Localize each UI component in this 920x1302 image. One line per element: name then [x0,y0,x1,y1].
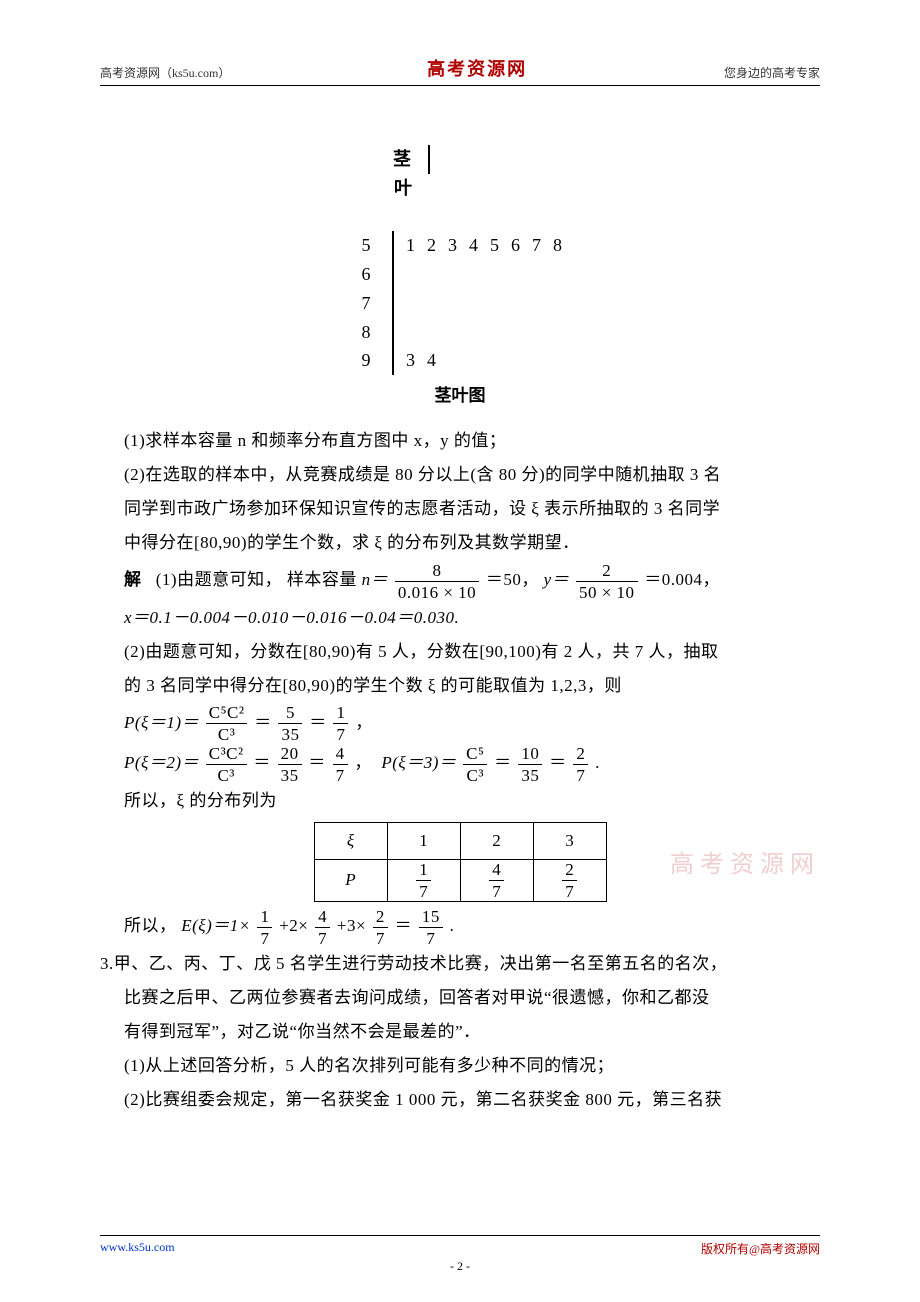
leaf-5: 12345678 [394,231,574,260]
stemleaf-caption: 茎叶图 [100,381,820,406]
q3-line2: 比赛之后甲、乙两位参赛者去询问成绩，回答者对甲说“很遗憾，你和乙都没 [100,981,820,1015]
q3-number: 3. [100,954,114,973]
stem-leaf-plot: 茎 叶 512345678 6 7 8 934 茎叶图 [100,116,820,406]
leaf-header: 叶 [382,174,412,203]
dist-h1: 1 [387,822,460,859]
solution-1-line2: x＝0.1－0.004－0.010－0.016－0.04＝0.030. [100,601,820,635]
question-2c: 中得分在[80,90)的学生个数，求 ξ 的分布列及其数学期望． [100,526,820,560]
dist-xi: ξ [314,822,387,859]
q3-sub2: (2)比赛组委会规定，第一名获奖金 1 000 元，第二名获奖金 800 元，第… [100,1083,820,1117]
header-left: 高考资源网（ks5u.com） [100,64,230,81]
P2-P3-equation: P(ξ＝2)＝ C³C²C³ ＝ 2035 ＝ 47 ， P(ξ＝3)＝ C⁵C… [100,743,820,784]
dist-p3: 27 [533,859,606,901]
page-footer: www.ks5u.com 版权所有@高考资源网 [100,1235,820,1257]
leaf-9: 34 [394,346,448,375]
P1-equation: P(ξ＝1)＝ C⁵C²C³ ＝ 535 ＝ 17 ， [100,703,820,744]
dist-h2: 2 [460,822,533,859]
watermark: 高考资源网 [670,844,820,879]
solution-2b: 的 3 名同学中得分在[80,90)的学生个数 ξ 的可能取值为 1,2,3，则 [100,669,820,703]
stem-8: 8 [346,318,394,347]
solution-label: 解 [124,570,142,589]
footer-url: www.ks5u.com [100,1240,175,1257]
dist-p1: 17 [387,859,460,901]
stem-header: 茎 [382,145,430,174]
n-eq: n＝ [362,570,389,589]
stem-5: 5 [346,231,394,260]
q3-sub1: (1)从上述回答分析，5 人的名次排列可能有多少种不同的情况； [100,1049,820,1083]
solution-2a: (2)由题意可知，分数在[80,90)有 5 人，分数在[90,100)有 2 … [100,635,820,669]
sol1-pre: (1)由题意可知， 样本容量 [156,570,362,589]
expectation-line: 所以， E(ξ)＝1× 17 +2× 47 +3× 27 ＝ 157 . [100,906,820,947]
question-1: (1)求样本容量 n 和频率分布直方图中 x，y 的值； [100,424,820,458]
q3-line3: 有得到冠军”，对乙说“你当然不会是最差的”． [100,1015,820,1049]
footer-copyright: 版权所有@高考资源网 [701,1240,820,1257]
distribution-table: ξ 1 2 3 P 17 47 27 [314,822,607,902]
header-right: 您身边的高考专家 [724,64,820,81]
solution-1-line1: 解 (1)由题意可知， 样本容量 n＝ 8 0.016 × 10 ＝50， y＝… [100,560,820,601]
stem-6: 6 [346,260,394,289]
dist-intro: 所以，ξ 的分布列为 [100,784,820,818]
dist-h3: 3 [533,822,606,859]
stem-9: 9 [346,346,394,375]
page-number: - 2 - [0,1259,920,1274]
dist-P: P [314,859,387,901]
question-2a: (2)在选取的样本中，从竞赛成绩是 80 分以上(含 80 分)的同学中随机抽取… [100,458,820,492]
header-center: 高考资源网 [427,55,527,81]
stem-7: 7 [346,289,394,318]
page-header: 高考资源网（ks5u.com） 高考资源网 您身边的高考专家 [100,55,820,86]
dist-p2: 47 [460,859,533,901]
frac-y: 2 50 × 10 [576,562,638,601]
q3-line1: 3.甲、乙、丙、丁、戊 5 名学生进行劳动技术比赛，决出第一名至第五名的名次， [100,947,820,981]
frac-n: 8 0.016 × 10 [395,562,479,601]
question-2b: 同学到市政广场参加环保知识宣传的志愿者活动，设 ξ 表示所抽取的 3 名同学 [100,492,820,526]
y-eq: y＝ [544,570,570,589]
eq-y: ＝0.004， [644,570,720,589]
eq50: ＝50， [486,570,539,589]
